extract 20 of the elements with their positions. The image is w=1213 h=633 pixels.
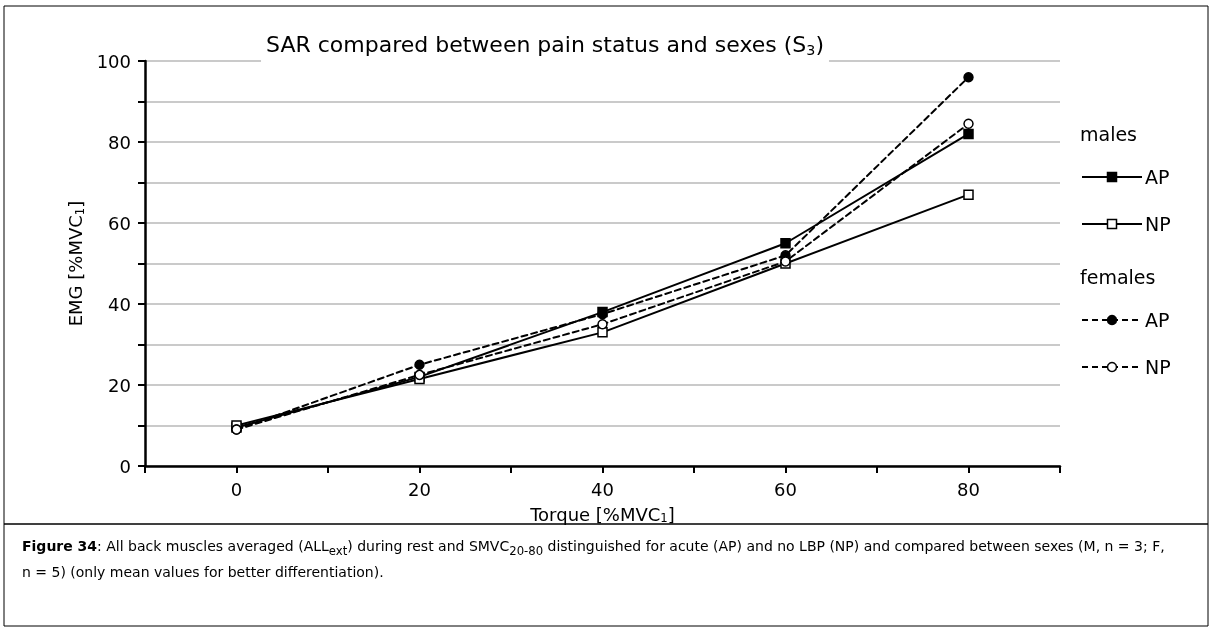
text: females: [1080, 265, 1156, 288]
legend-label: NP: [1145, 213, 1171, 235]
x-tick-label: 0: [230, 478, 243, 500]
y-tick-label: 20: [108, 374, 131, 396]
legend-label: AP: [1145, 166, 1170, 188]
text: males: [1080, 122, 1138, 145]
y-axis-title: EMG [%MVC1]: [65, 200, 87, 327]
x-tick-label: 60: [774, 478, 797, 500]
legend-label: AP: [1145, 309, 1170, 331]
y-tick-label: 0: [119, 455, 131, 477]
chart-title: SAR compared between pain status and sexes (S3): [266, 32, 824, 58]
y-tick-label: 100: [96, 50, 131, 72]
x-tick-label: 20: [408, 478, 431, 500]
text: Figure 34: All back muscles averaged (ALL$_{ext}$) during rest and SMVC$_{20-80}$ distinguished for acute (AP) and no LBP (NP) and compared between sexes (M, n = 3; F, n = 5) (only mean values for better differentiation).: [22, 538, 1165, 580]
x-tick-label: 80: [957, 478, 980, 500]
x-tick-label: 40: [591, 478, 614, 500]
y-tick-label: 40: [108, 293, 131, 315]
y-tick-label: 60: [108, 212, 131, 234]
legend-label: NP: [1145, 356, 1171, 378]
y-tick-label: 80: [108, 131, 131, 153]
